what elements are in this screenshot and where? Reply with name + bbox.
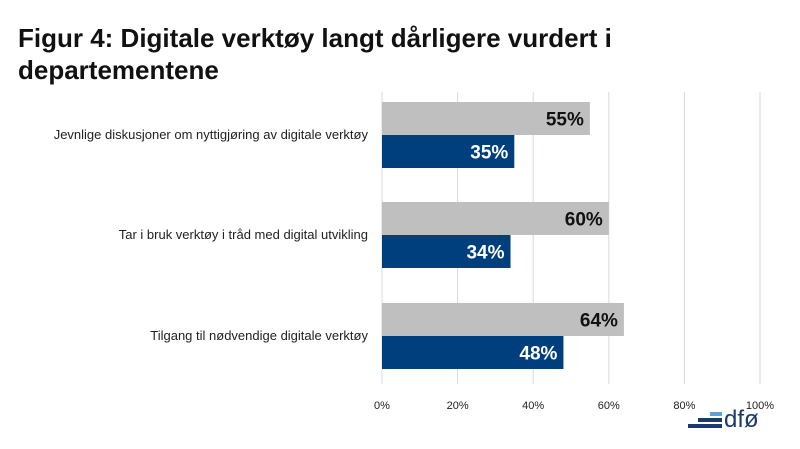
data-label: 55% — [546, 110, 584, 131]
dfo-logo-bars-icon — [688, 412, 722, 428]
dfo-logo: dfø — [688, 406, 788, 437]
bar-gray — [382, 202, 609, 235]
data-label: 34% — [466, 243, 504, 264]
bar-blue — [382, 235, 511, 268]
data-label: 60% — [565, 210, 603, 231]
page-title: Figur 4: Digitale verktøy langt dårliger… — [18, 23, 612, 85]
x-tick-label: 20% — [447, 400, 469, 412]
x-tick-label: 80% — [673, 400, 695, 412]
bar-blue — [382, 336, 564, 369]
bar-gray — [382, 102, 590, 135]
x-tick-label: 40% — [522, 400, 544, 412]
category-label: Tilgang til nødvendige digitale verktøy — [150, 328, 368, 343]
dfo-logo-text: dfø — [724, 406, 759, 433]
data-label: 48% — [519, 344, 557, 365]
data-label: 64% — [580, 311, 618, 332]
x-tick-label: 60% — [598, 400, 620, 412]
bar-gray — [382, 303, 624, 336]
category-label: Jevnlige diskusjoner om nyttigjøring av … — [54, 127, 369, 142]
data-label: 35% — [470, 143, 508, 164]
x-tick-label: 0% — [374, 400, 390, 412]
x-tick-label: 100% — [746, 400, 774, 412]
bar-blue — [382, 135, 515, 168]
category-label: Tar i bruk verktøy i tråd med digital ut… — [119, 227, 368, 242]
